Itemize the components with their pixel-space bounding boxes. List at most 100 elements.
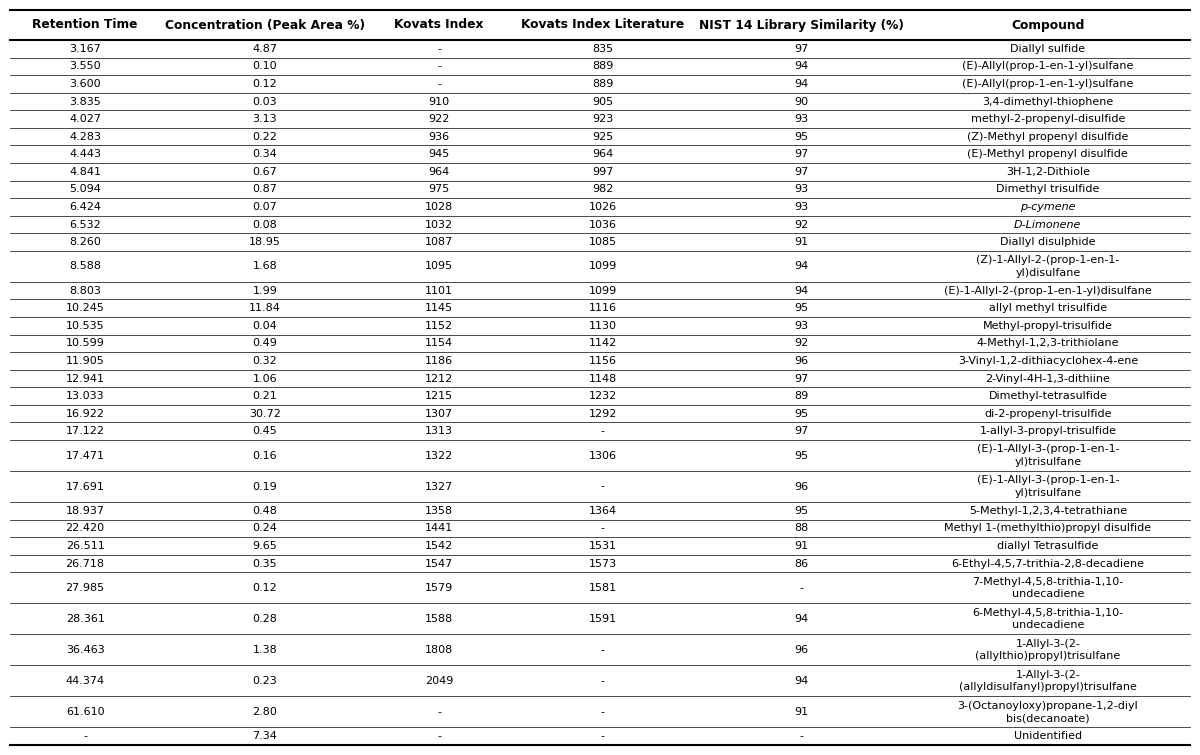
Text: 4.027: 4.027 xyxy=(70,114,101,124)
Text: 7-Methyl-4,5,8-trithia-1,10-
undecadiene: 7-Methyl-4,5,8-trithia-1,10- undecadiene xyxy=(972,577,1123,599)
Text: 964: 964 xyxy=(428,167,450,177)
Text: 1306: 1306 xyxy=(589,451,617,461)
Text: 4.841: 4.841 xyxy=(70,167,101,177)
Text: 8.260: 8.260 xyxy=(70,237,101,247)
Text: (E)-Methyl propenyl disulfide: (E)-Methyl propenyl disulfide xyxy=(967,149,1128,159)
Text: 0.12: 0.12 xyxy=(252,583,277,593)
Text: -: - xyxy=(601,707,605,717)
Text: -: - xyxy=(601,523,605,534)
Text: 0.35: 0.35 xyxy=(252,559,277,569)
Text: 1531: 1531 xyxy=(589,541,617,551)
Text: 1095: 1095 xyxy=(425,261,454,271)
Text: 3.835: 3.835 xyxy=(70,97,101,106)
Text: 27.985: 27.985 xyxy=(66,583,104,593)
Text: 1085: 1085 xyxy=(589,237,617,247)
Text: 835: 835 xyxy=(592,44,613,54)
Text: 1808: 1808 xyxy=(425,645,454,655)
Text: 86: 86 xyxy=(794,559,808,569)
Text: 982: 982 xyxy=(592,184,613,194)
Text: 3,4-dimethyl-thiophene: 3,4-dimethyl-thiophene xyxy=(983,97,1114,106)
Text: -: - xyxy=(437,61,442,72)
Text: 8.588: 8.588 xyxy=(70,261,101,271)
Text: 1573: 1573 xyxy=(589,559,617,569)
Text: 1-Allyl-3-(2-
(allyldisulfanyl)propyl)trisulfane: 1-Allyl-3-(2- (allyldisulfanyl)propyl)tr… xyxy=(959,670,1136,692)
Text: 26.718: 26.718 xyxy=(66,559,104,569)
Text: 97: 97 xyxy=(794,374,809,384)
Text: 0.87: 0.87 xyxy=(252,184,277,194)
Text: 95: 95 xyxy=(794,408,808,419)
Text: 28.361: 28.361 xyxy=(66,614,104,624)
Text: 1-Allyl-3-(2-
(allylthio)propyl)trisulfane: 1-Allyl-3-(2- (allylthio)propyl)trisulfa… xyxy=(976,639,1121,661)
Text: 93: 93 xyxy=(794,321,808,331)
Text: 10.599: 10.599 xyxy=(66,338,104,348)
Text: 922: 922 xyxy=(428,114,450,124)
Text: 1.68: 1.68 xyxy=(252,261,277,271)
Text: diallyl Tetrasulfide: diallyl Tetrasulfide xyxy=(997,541,1098,551)
Text: 1156: 1156 xyxy=(589,356,617,366)
Text: 1099: 1099 xyxy=(588,261,617,271)
Text: 4.283: 4.283 xyxy=(70,131,101,142)
Text: 0.12: 0.12 xyxy=(252,79,277,89)
Text: 1322: 1322 xyxy=(425,451,454,461)
Text: 0.10: 0.10 xyxy=(252,61,277,72)
Text: 3H-1,2-Dithiole: 3H-1,2-Dithiole xyxy=(1006,167,1090,177)
Text: 2.80: 2.80 xyxy=(252,707,277,717)
Text: 1-allyl-3-propyl-trisulfide: 1-allyl-3-propyl-trisulfide xyxy=(979,427,1116,436)
Text: 61.610: 61.610 xyxy=(66,707,104,717)
Text: 1215: 1215 xyxy=(425,391,454,401)
Text: 97: 97 xyxy=(794,149,809,159)
Text: 945: 945 xyxy=(428,149,450,159)
Text: 95: 95 xyxy=(794,506,808,516)
Text: 17.691: 17.691 xyxy=(66,482,104,492)
Text: 7.34: 7.34 xyxy=(252,731,277,741)
Text: -: - xyxy=(437,707,442,717)
Text: 1591: 1591 xyxy=(589,614,617,624)
Text: p-cymene: p-cymene xyxy=(1020,202,1075,212)
Text: 0.28: 0.28 xyxy=(252,614,277,624)
Text: 94: 94 xyxy=(794,79,809,89)
Text: 95: 95 xyxy=(794,131,808,142)
Text: -: - xyxy=(601,731,605,741)
Text: 1547: 1547 xyxy=(425,559,454,569)
Text: 90: 90 xyxy=(794,97,808,106)
Text: 94: 94 xyxy=(794,614,809,624)
Text: 89: 89 xyxy=(794,391,809,401)
Text: 0.49: 0.49 xyxy=(252,338,277,348)
Text: 3.167: 3.167 xyxy=(70,44,101,54)
Text: 936: 936 xyxy=(428,131,450,142)
Text: 910: 910 xyxy=(428,97,450,106)
Text: 1588: 1588 xyxy=(425,614,454,624)
Text: 3-(Octanoyloxy)propane-1,2-diyl
bis(decanoate): 3-(Octanoyloxy)propane-1,2-diyl bis(deca… xyxy=(958,701,1139,723)
Text: 93: 93 xyxy=(794,202,808,212)
Text: 1441: 1441 xyxy=(425,523,454,534)
Text: 3.600: 3.600 xyxy=(70,79,101,89)
Text: 18.95: 18.95 xyxy=(248,237,281,247)
Text: 1154: 1154 xyxy=(425,338,454,348)
Text: 1032: 1032 xyxy=(425,220,454,230)
Text: 923: 923 xyxy=(592,114,613,124)
Text: 97: 97 xyxy=(794,44,809,54)
Text: 93: 93 xyxy=(794,184,808,194)
Text: Methyl-propyl-trisulfide: Methyl-propyl-trisulfide xyxy=(983,321,1112,331)
Text: 18.937: 18.937 xyxy=(66,506,104,516)
Text: Retention Time: Retention Time xyxy=(32,19,138,32)
Text: Unidentified: Unidentified xyxy=(1014,731,1082,741)
Text: 11.84: 11.84 xyxy=(248,304,281,313)
Text: 94: 94 xyxy=(794,61,809,72)
Text: 1292: 1292 xyxy=(588,408,617,419)
Text: 1152: 1152 xyxy=(425,321,454,331)
Text: 26.511: 26.511 xyxy=(66,541,104,551)
Text: 0.22: 0.22 xyxy=(252,131,277,142)
Text: -: - xyxy=(799,583,803,593)
Text: Concentration (Peak Area %): Concentration (Peak Area %) xyxy=(164,19,365,32)
Text: 9.65: 9.65 xyxy=(252,541,277,551)
Text: 94: 94 xyxy=(794,676,809,686)
Text: 93: 93 xyxy=(794,114,808,124)
Text: 889: 889 xyxy=(592,61,613,72)
Text: 4-Methyl-1,2,3-trithiolane: 4-Methyl-1,2,3-trithiolane xyxy=(977,338,1120,348)
Text: 1087: 1087 xyxy=(425,237,454,247)
Text: -: - xyxy=(601,482,605,492)
Text: 925: 925 xyxy=(592,131,613,142)
Text: 92: 92 xyxy=(794,338,809,348)
Text: 92: 92 xyxy=(794,220,809,230)
